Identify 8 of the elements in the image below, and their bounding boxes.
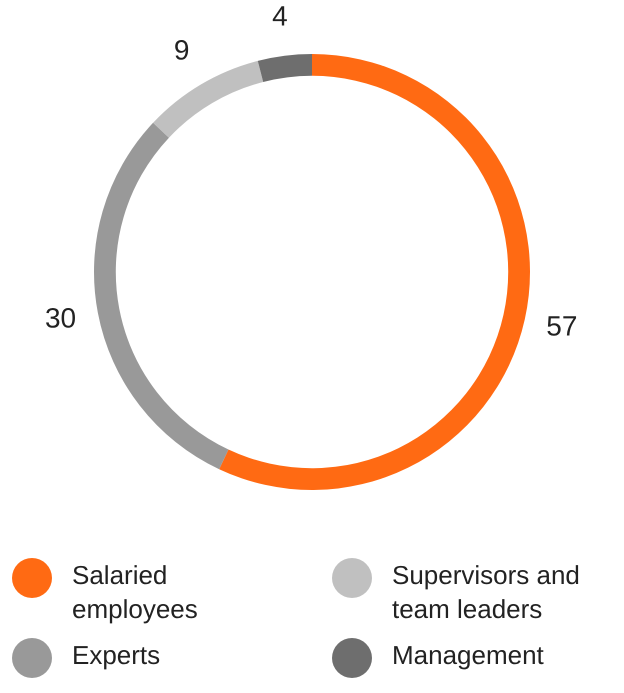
data-label: 30: [44, 302, 76, 334]
legend-label: Supervisors and team leaders: [392, 559, 581, 626]
legend-label: Management: [392, 639, 545, 672]
data-label: 9: [174, 34, 190, 66]
legend-label: Salaried employees: [72, 559, 199, 626]
data-label: 57: [546, 310, 578, 342]
legend-label: Experts: [72, 639, 162, 672]
data-label: 4: [272, 0, 288, 32]
